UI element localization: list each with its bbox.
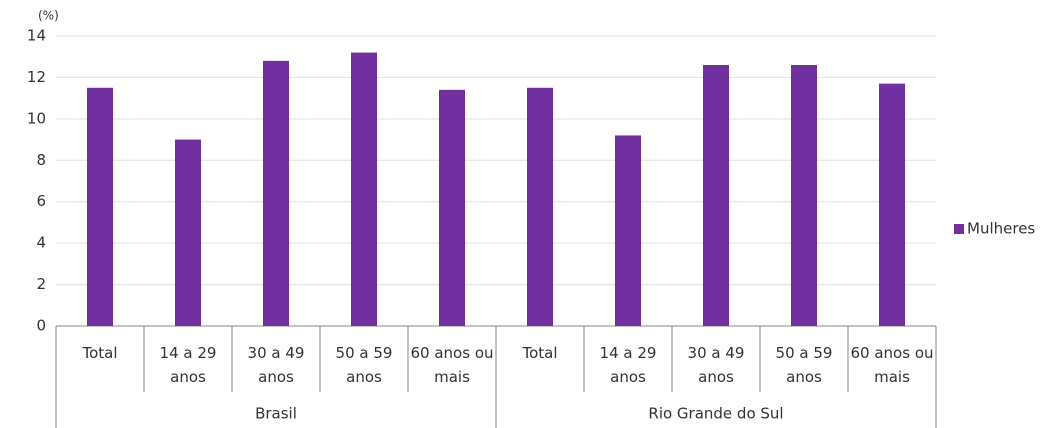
bar (791, 65, 817, 326)
x-tick-label: 50 a 59 anos (335, 344, 393, 386)
y-tick-label: 2 (36, 275, 46, 293)
x-tick-label: Total (522, 344, 558, 362)
x-tick-label: 14 a 29 anos (159, 344, 217, 386)
x-tick-label: 30 a 49 anos (247, 344, 305, 386)
bar (263, 60, 289, 326)
y-tick-label: 6 (36, 192, 46, 210)
bar (879, 83, 905, 327)
x-tick-label: Total (82, 344, 118, 362)
x-tick-label: 50 a 59 anos (775, 344, 833, 386)
bar (439, 89, 465, 326)
legend-label: Mulheres (967, 220, 1035, 238)
bar (703, 65, 729, 326)
y-axis-label: (%) (38, 9, 59, 23)
legend-swatch (954, 224, 964, 234)
x-tick-label: 30 a 49 anos (687, 344, 745, 386)
bar (87, 87, 113, 327)
x-tick-label: 60 anos ou mais (850, 344, 934, 386)
bar (351, 52, 377, 326)
bar (175, 139, 201, 326)
bar (527, 87, 553, 327)
y-tick-label: 4 (36, 234, 46, 252)
bar (615, 135, 641, 326)
y-tick-label: 10 (27, 109, 46, 127)
y-tick-label: 0 (36, 317, 46, 335)
y-tick-label: 14 (27, 27, 46, 45)
x-tick-label: 14 a 29 anos (599, 344, 657, 386)
y-tick-label: 8 (36, 151, 46, 169)
group-label: Rio Grande do Sul (648, 405, 783, 423)
y-tick-label: 12 (27, 68, 46, 86)
x-tick-label: 60 anos ou mais (410, 344, 494, 386)
group-label: Brasil (255, 405, 297, 423)
